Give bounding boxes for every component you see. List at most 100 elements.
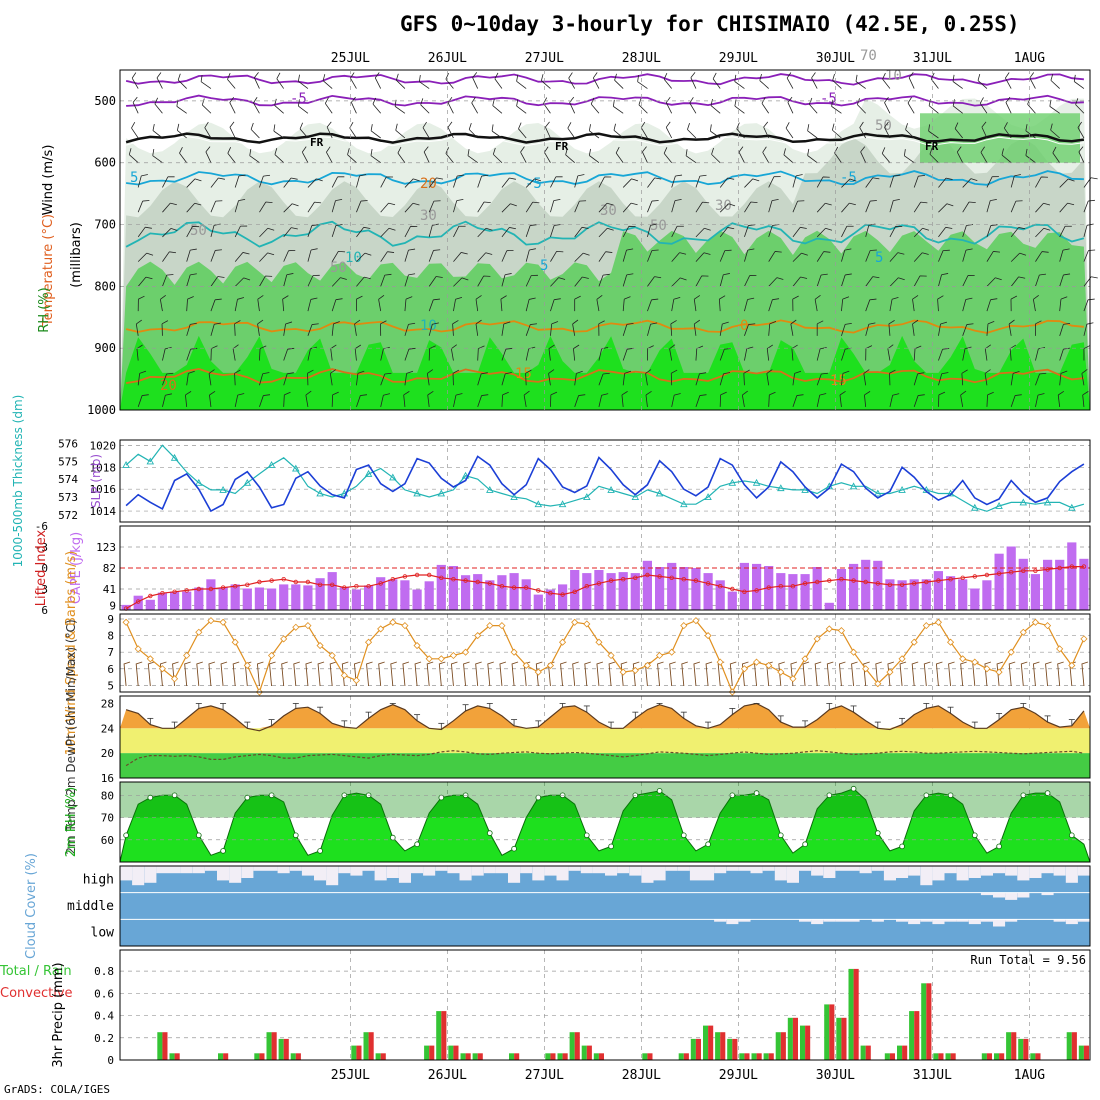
precip-total-bar	[581, 1045, 587, 1060]
cloud-high-cell	[253, 866, 266, 871]
wind-barb	[841, 323, 852, 336]
thickness-marker	[607, 485, 615, 493]
li-marker	[305, 579, 311, 585]
wind-barb	[234, 252, 250, 262]
wind-barb	[865, 249, 877, 262]
thickness-marker	[316, 489, 324, 497]
wind-barb	[428, 345, 436, 361]
cloud-high-cell	[980, 866, 993, 876]
cloud-high-cell	[338, 866, 351, 874]
cloud-low-cell	[920, 919, 933, 922]
wind-barb	[1005, 96, 1012, 114]
wind-barb	[598, 320, 605, 336]
cape-bar	[970, 588, 980, 610]
contour-label: 15	[830, 373, 847, 389]
li-marker	[402, 574, 408, 579]
wind-barb	[210, 177, 225, 188]
wind-barb	[1059, 273, 1071, 287]
wind-barb	[179, 146, 188, 163]
surface-wind-barb	[887, 661, 895, 687]
wind-barb	[297, 74, 309, 89]
cloud-high-cell	[192, 866, 205, 874]
cape-bar	[218, 587, 228, 610]
wind-speed-marker	[995, 668, 1003, 676]
wind-barb	[259, 345, 267, 361]
li-marker	[390, 577, 395, 582]
wind-barb	[567, 122, 576, 139]
wind-speed-marker	[777, 668, 785, 676]
wind-barb	[525, 201, 540, 213]
wind-speed-marker	[704, 632, 712, 640]
wind-barb	[1003, 122, 1012, 139]
wind-speed-marker	[1080, 635, 1088, 643]
wind-barb	[501, 347, 513, 361]
date-label-bottom: 30JUL	[816, 1068, 855, 1083]
wind-barb	[550, 298, 561, 312]
cloud-high-cell	[665, 866, 678, 871]
wind-barb	[712, 72, 721, 89]
thickness-marker	[777, 484, 785, 492]
surface-wind-barb	[232, 661, 240, 687]
cape-bar	[170, 591, 180, 610]
wind-barb	[1059, 178, 1075, 188]
wind-barb	[518, 122, 527, 139]
surface-wind-barb	[317, 661, 325, 687]
cape-bar	[206, 579, 216, 610]
surface-wind-barb	[911, 661, 919, 687]
wind-speed-marker	[1043, 622, 1052, 630]
run-total-label: Run Total = 9.56	[970, 953, 1086, 967]
cape-bar	[424, 581, 434, 610]
surface-wind-barb	[535, 661, 543, 687]
surface-wind-barb	[838, 661, 846, 687]
wind-barb	[807, 148, 818, 164]
wind-barb	[501, 227, 516, 238]
thickness-marker	[461, 471, 470, 479]
wind-barb	[501, 372, 512, 386]
wind-speed-marker	[1031, 618, 1040, 626]
li-marker	[875, 581, 880, 586]
cloud-high-cell	[326, 866, 339, 886]
wind-barb	[472, 72, 479, 89]
surface-wind-barb	[996, 661, 1004, 687]
freezing-level-contour-inner	[125, 136, 1084, 147]
wind-barb	[695, 252, 711, 262]
wind-barb	[550, 224, 561, 238]
cape-bar	[727, 591, 737, 610]
wind-barb	[719, 249, 732, 262]
rh2m-marker	[850, 785, 857, 792]
wind-barb	[792, 174, 803, 188]
wind-barb	[283, 227, 298, 238]
wind-barb	[331, 199, 343, 213]
cloud-low-cell	[932, 919, 945, 925]
wind-barb	[889, 225, 903, 238]
wind-barb	[807, 124, 818, 139]
thickness-line	[125, 444, 1085, 512]
cape-bar	[473, 574, 483, 610]
precip-total-bar	[994, 1053, 1000, 1060]
wind-speed-marker	[1068, 661, 1076, 670]
wind-barb	[744, 201, 758, 213]
axis-label-thickness: 1000-500mb Thickness (dm)	[11, 395, 25, 568]
freezing-level-contour	[125, 132, 1085, 144]
thickness-marker	[1043, 498, 1052, 506]
precip-convective-bar	[914, 1011, 920, 1060]
precip-convective-bar	[283, 1038, 289, 1060]
contour-label: -5	[840, 170, 857, 186]
precip-convective-bar	[1023, 1038, 1029, 1060]
precip-convective-bar	[295, 1053, 301, 1060]
cloud-middle-cell	[1005, 892, 1018, 900]
wind-barb	[1010, 174, 1021, 188]
wind-barb	[137, 276, 153, 287]
wind-barb	[259, 394, 271, 408]
wind-barb	[1035, 393, 1045, 407]
cloud-high-cell	[835, 866, 848, 871]
cape-bar	[315, 578, 325, 610]
surface-wind-barb	[960, 661, 967, 687]
wind-barb	[471, 97, 479, 114]
li-marker	[1045, 567, 1050, 572]
wind-barb	[404, 273, 416, 287]
wind-barb	[598, 227, 614, 238]
li-marker	[802, 581, 808, 586]
rh2m-marker	[414, 841, 420, 847]
precip-total-bar	[897, 1045, 903, 1060]
